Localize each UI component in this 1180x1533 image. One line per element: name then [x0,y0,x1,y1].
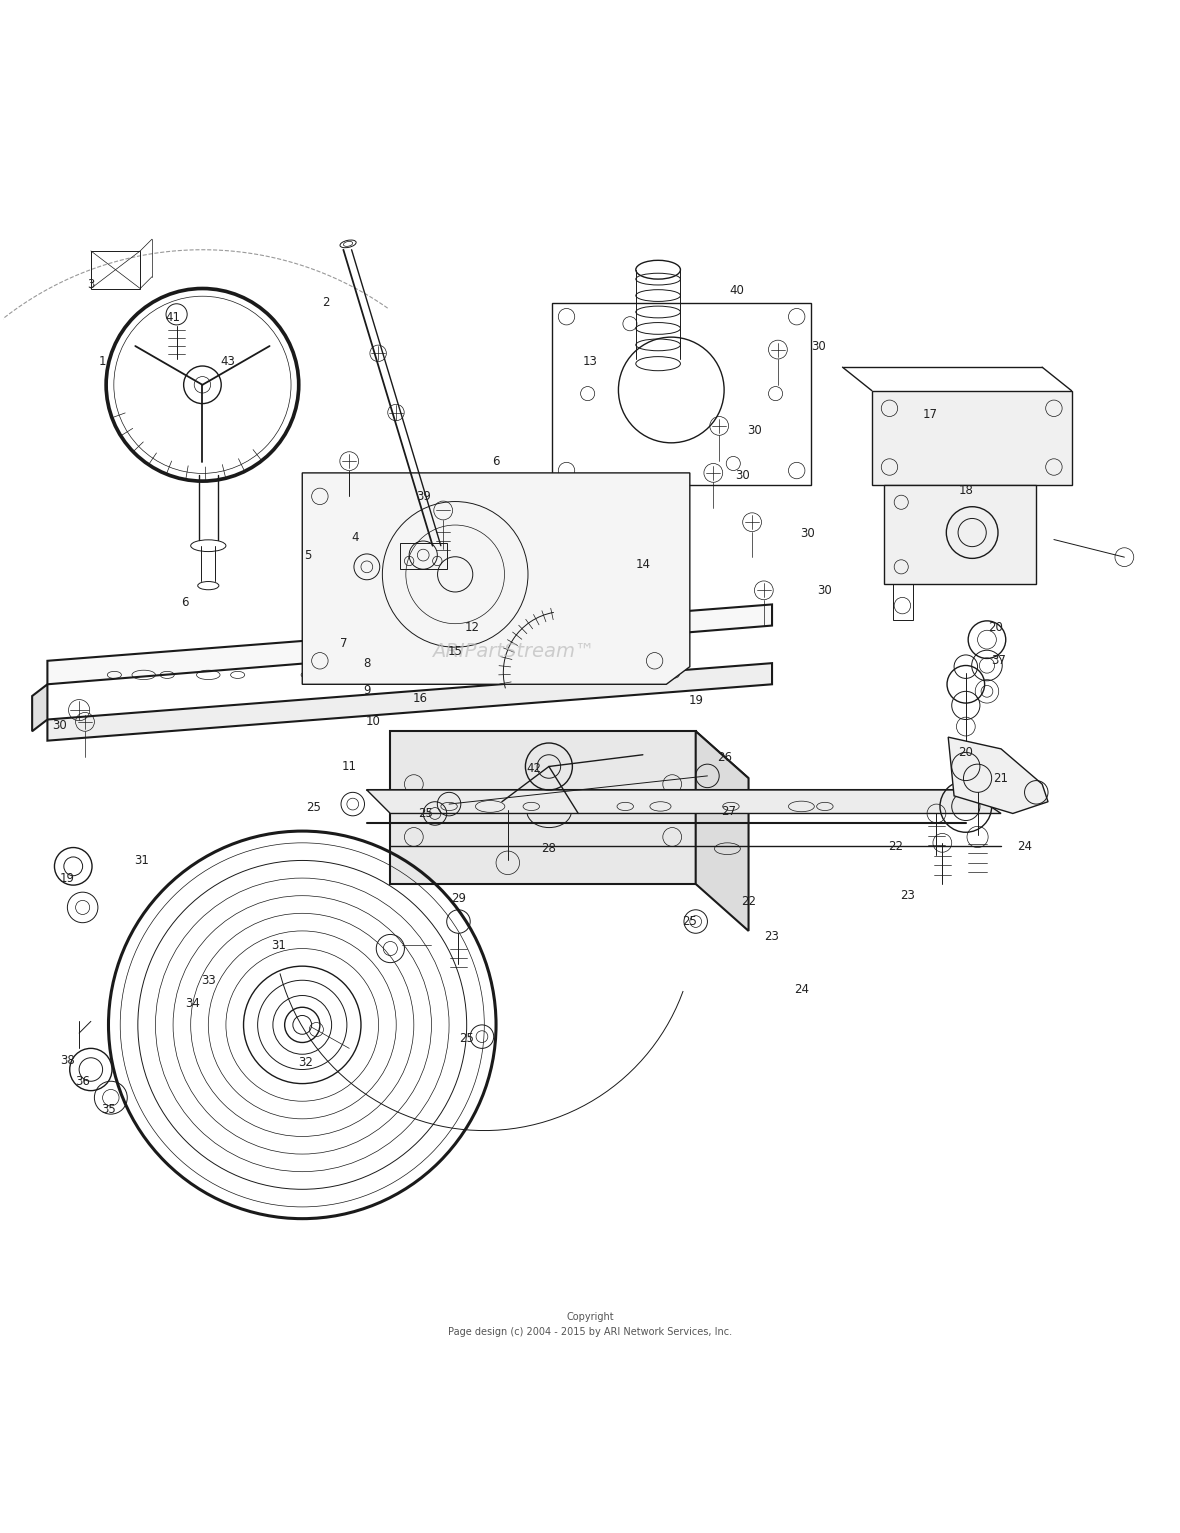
Text: 11: 11 [342,760,356,773]
Text: 4: 4 [352,530,359,544]
Polygon shape [47,664,772,740]
Text: 39: 39 [415,491,431,503]
Text: 43: 43 [221,354,236,368]
Text: 37: 37 [991,655,1007,667]
Polygon shape [367,789,1001,814]
Text: 20: 20 [988,621,1003,635]
Text: 36: 36 [76,1075,90,1088]
Text: 6: 6 [181,596,189,609]
Polygon shape [47,604,772,684]
Text: 25: 25 [682,915,697,927]
Text: 16: 16 [412,691,427,705]
Text: 38: 38 [60,1053,74,1067]
Text: 2: 2 [322,296,329,310]
Text: ARIPartStream™: ARIPartStream™ [432,642,595,661]
Text: 19: 19 [688,694,703,707]
Text: 23: 23 [765,931,780,943]
Text: 42: 42 [526,762,542,776]
Text: 33: 33 [201,973,216,987]
Text: 25: 25 [459,1032,474,1046]
Text: 13: 13 [583,354,597,368]
Text: 10: 10 [366,716,380,728]
Polygon shape [872,391,1071,484]
Text: 35: 35 [101,1102,116,1116]
Text: 25: 25 [307,802,321,814]
Text: 24: 24 [1017,840,1032,852]
Polygon shape [32,684,47,731]
Text: 7: 7 [340,636,347,650]
Text: 30: 30 [735,469,750,481]
Text: 32: 32 [299,1056,313,1069]
Text: 41: 41 [165,311,181,325]
Text: 21: 21 [994,771,1009,785]
Text: 30: 30 [52,719,66,731]
Text: Copyright
Page design (c) 2004 - 2015 by ARI Network Services, Inc.: Copyright Page design (c) 2004 - 2015 by… [448,1312,732,1337]
Text: 17: 17 [923,408,938,420]
Text: 5: 5 [304,549,312,561]
Polygon shape [302,472,690,684]
Text: 31: 31 [133,854,149,868]
Text: 30: 30 [747,425,762,437]
Text: 30: 30 [812,339,826,353]
Polygon shape [884,484,1036,584]
Polygon shape [696,731,748,931]
Text: 27: 27 [721,805,736,817]
Text: 25: 25 [418,806,433,820]
Text: 40: 40 [729,284,745,297]
Text: 26: 26 [717,751,733,763]
Polygon shape [949,737,1048,814]
Text: 19: 19 [60,872,74,885]
Text: 1: 1 [99,354,106,368]
Text: 30: 30 [818,584,832,596]
Text: 30: 30 [800,527,814,541]
Polygon shape [391,731,748,779]
Text: 22: 22 [741,895,756,908]
Text: 34: 34 [185,998,201,1010]
Text: 15: 15 [447,645,463,658]
Text: 18: 18 [958,484,974,497]
Text: 14: 14 [635,558,650,570]
Text: 23: 23 [899,889,914,903]
Text: 22: 22 [887,840,903,852]
Text: 6: 6 [492,455,500,468]
Text: 31: 31 [271,938,287,952]
Text: 24: 24 [794,983,809,996]
Text: 28: 28 [542,842,556,855]
Text: 9: 9 [363,684,371,696]
Text: 20: 20 [958,747,974,759]
Text: 8: 8 [363,656,371,670]
Text: 12: 12 [465,621,480,635]
Text: 29: 29 [451,892,466,904]
Bar [400,543,447,569]
Text: 3: 3 [87,279,94,291]
Polygon shape [391,731,696,885]
